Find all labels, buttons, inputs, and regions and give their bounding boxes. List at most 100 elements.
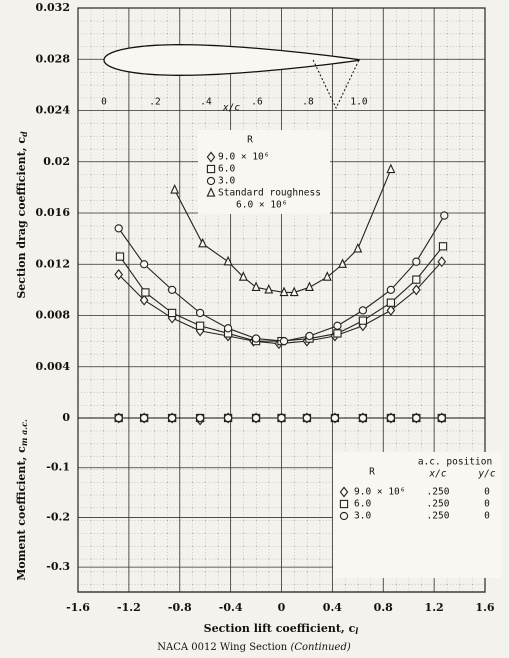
marker <box>440 211 449 220</box>
x-tick-label: -0.4 <box>219 601 243 614</box>
y-axis-label: Moment coefficient, cm a.c. <box>15 419 29 581</box>
marker <box>305 281 314 291</box>
marker <box>289 286 299 297</box>
ac-lines <box>312 59 360 110</box>
marker <box>412 257 421 266</box>
legend-title: R <box>247 135 253 146</box>
marker <box>139 413 149 423</box>
marker <box>114 224 123 233</box>
label: Section drag coefficient, c <box>15 137 28 299</box>
legend-label: 3.0 <box>218 176 235 187</box>
inset-tick-label: .8 <box>302 97 314 108</box>
marker <box>238 271 248 281</box>
marker <box>195 321 205 330</box>
y-tick-label: 0.024 <box>36 104 71 117</box>
marker <box>139 294 149 306</box>
legend-ac-x: .250 <box>427 499 450 510</box>
marker <box>114 413 123 423</box>
inset-tick-label: .6 <box>251 97 263 108</box>
marker <box>412 275 421 284</box>
marker <box>322 271 332 281</box>
marker <box>195 413 205 423</box>
marker <box>206 151 216 163</box>
marker <box>206 187 216 197</box>
legend-ac-x: .250 <box>427 511 450 522</box>
marker <box>251 334 261 343</box>
marker <box>339 499 349 509</box>
marker <box>139 260 149 269</box>
legend-label: Standard roughness <box>218 188 321 199</box>
x-tick-label: 1.2 <box>425 601 444 614</box>
y-tick-label: -0.2 <box>46 510 70 523</box>
marker <box>279 286 289 297</box>
marker <box>339 486 349 498</box>
inset-tick-label: .2 <box>149 97 160 108</box>
x-tick-label: 1.6 <box>475 601 494 614</box>
label: Moment coefficient, c <box>15 446 28 581</box>
marker <box>206 176 216 186</box>
label-sub: m a.c. <box>19 419 29 446</box>
x-tick-label: -1.2 <box>117 601 141 614</box>
legend-label: 6.0 × 10⁶ <box>236 200 287 211</box>
y-tick-label: 0.008 <box>36 309 71 322</box>
marker <box>223 324 233 333</box>
legend-ac-y: 0 <box>484 499 490 510</box>
marker <box>115 252 125 261</box>
caption-text: NACA 0012 Wing Section <box>157 642 288 653</box>
marker <box>198 237 208 248</box>
marker <box>195 308 205 318</box>
legend-label: 9.0 × 10⁶ <box>354 487 405 498</box>
y-axis-label: Section drag coefficient, cd <box>15 131 29 299</box>
marker <box>358 316 368 325</box>
y-tick-label: 0.028 <box>36 52 71 65</box>
x-tick-label: 0 <box>278 601 286 614</box>
marker <box>386 285 396 295</box>
marker <box>412 413 421 423</box>
inset-x-label: x/c <box>222 103 240 114</box>
marker <box>114 269 123 280</box>
marker <box>386 304 396 316</box>
inset-tick-label: 1.0 <box>350 97 367 108</box>
marker <box>437 256 447 268</box>
caption-note: (Continued) <box>290 642 350 653</box>
x-axis-label: Section lift coefficient, cl <box>204 622 359 636</box>
legend-ac-y: 0 <box>484 487 490 498</box>
label: Section lift coefficient, c <box>204 622 356 635</box>
marker <box>251 281 261 291</box>
marker <box>339 511 349 521</box>
marker <box>386 413 396 423</box>
y-tick-label: 0.032 <box>36 1 70 14</box>
x-tick-label: -0.8 <box>168 601 192 614</box>
inset-tick-label: .4 <box>200 97 212 108</box>
marker <box>170 184 180 194</box>
marker <box>206 164 216 174</box>
marker <box>333 329 342 338</box>
marker <box>167 413 177 423</box>
legend-box <box>333 452 501 578</box>
marker <box>167 308 177 318</box>
marker <box>223 413 233 423</box>
x-tick-label: 0.4 <box>323 601 342 614</box>
marker <box>305 331 314 341</box>
legend-ac-y: 0 <box>484 511 490 522</box>
marker <box>223 255 233 266</box>
legend-box <box>198 130 330 214</box>
y-tick-label: 0.016 <box>36 206 71 219</box>
caption: NACA 0012 Wing Section (Continued) <box>157 642 351 653</box>
label-sub: d <box>19 131 29 137</box>
y-tick-label: 0.02 <box>43 155 70 168</box>
legend-ac-x: .250 <box>427 487 450 498</box>
marker <box>358 413 368 423</box>
marker <box>277 413 286 423</box>
marker <box>330 413 340 423</box>
marker <box>167 285 177 295</box>
y-tick-label: -0.1 <box>46 461 70 474</box>
legend-header: a.c. position <box>418 457 492 468</box>
legend-label: 6.0 <box>218 164 235 175</box>
marker <box>279 336 289 346</box>
legend-label: 3.0 <box>354 511 371 522</box>
legend-title: R <box>369 467 375 478</box>
legend-header: x/c <box>428 469 446 480</box>
marker <box>302 413 312 423</box>
